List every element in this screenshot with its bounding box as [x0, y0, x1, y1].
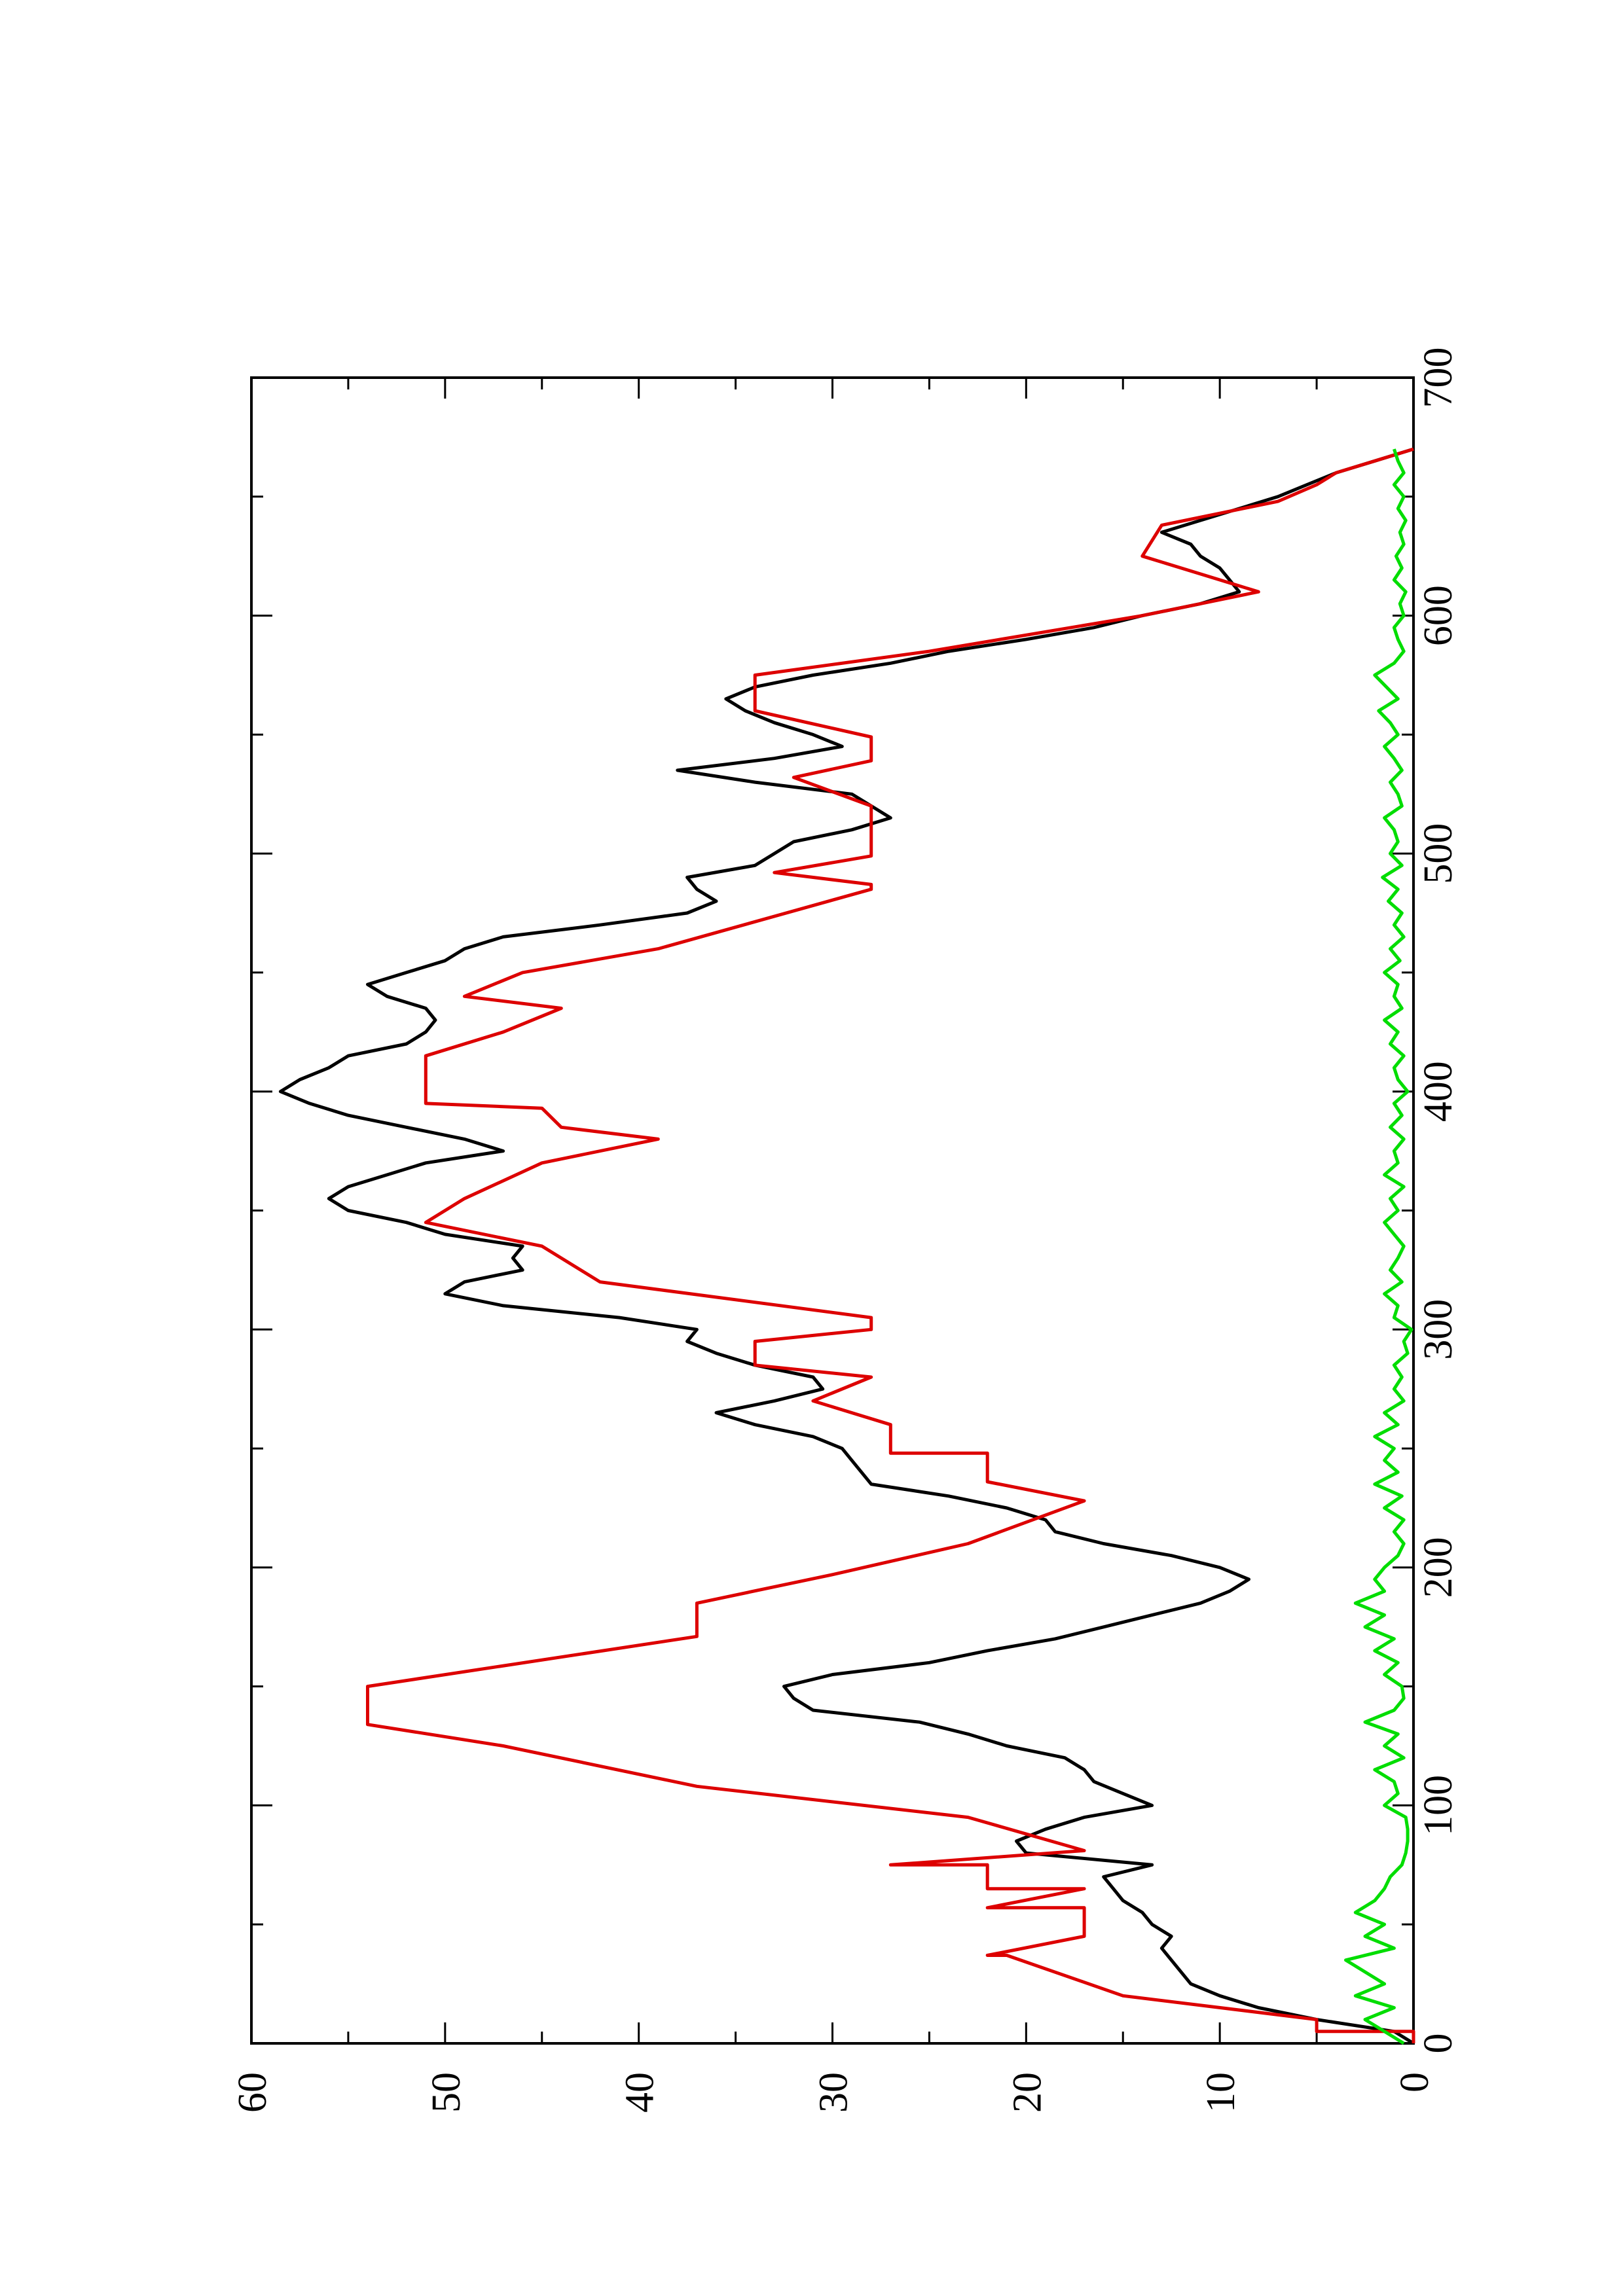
x-tick-label: 300: [1416, 1299, 1461, 1360]
y-tick-label: 50: [424, 2072, 469, 2113]
y-tick-label: 40: [618, 2072, 663, 2113]
x-tick-label: 400: [1416, 1061, 1461, 1122]
series-layer: [278, 447, 1415, 2045]
x-tick-label: 600: [1416, 585, 1461, 646]
x-tick-label: 100: [1416, 1775, 1461, 1836]
y-tick-label: 60: [230, 2072, 275, 2113]
series-red-line: [366, 447, 1415, 2043]
x-tick-label: 200: [1416, 1537, 1461, 1598]
y-tick-label: 20: [1005, 2072, 1049, 2113]
y-tick-label: 0: [1393, 2072, 1437, 2092]
tick-labels: 0 100 200 300 400 500 600 700 0 10 20 30 40 50 60: [230, 348, 1461, 2113]
y-tick-label: 30: [812, 2072, 856, 2113]
series-black-line: [278, 447, 1415, 2045]
x-tick-label: 500: [1416, 823, 1461, 884]
axis-ticks: [250, 376, 1415, 2045]
y-tick-label: 10: [1199, 2072, 1243, 2113]
plot-frame: [250, 376, 1415, 2045]
x-tick-label: 700: [1416, 348, 1461, 408]
series-green-line: [1344, 448, 1413, 2045]
x-tick-label: 0: [1416, 2034, 1461, 2054]
